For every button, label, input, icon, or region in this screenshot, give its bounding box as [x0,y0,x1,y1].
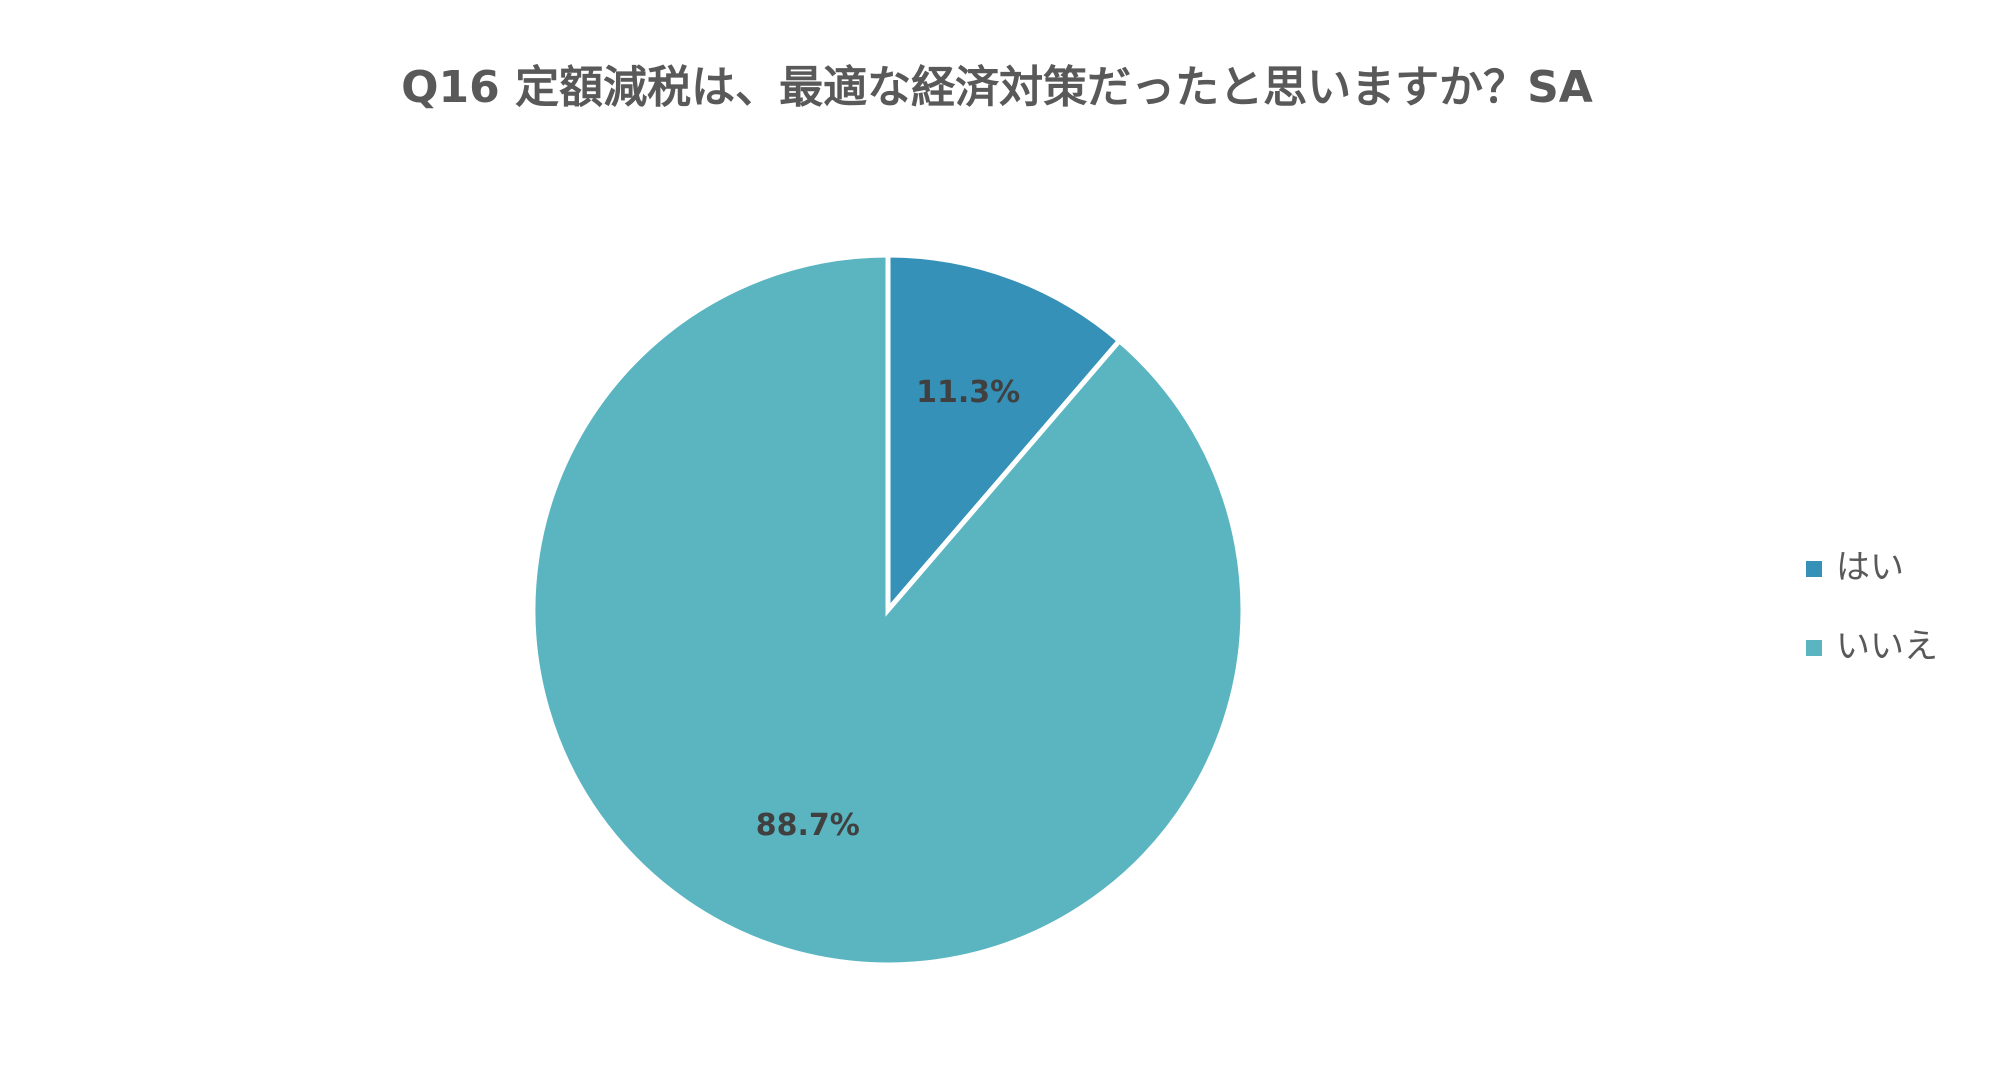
data-label: 88.7% [756,808,860,843]
legend-label: いいえ [1836,627,1938,667]
legend-swatch [1806,640,1822,656]
legend-label: はい [1836,548,1904,588]
pie-slice [530,252,1246,968]
legend-swatch [1806,561,1822,577]
chart-title: Q16 定額減税は、最適な経済対策だったと思いますか？SA [401,62,1593,113]
pie-slice [885,252,1123,617]
data-label: 11.3% [916,375,1020,410]
